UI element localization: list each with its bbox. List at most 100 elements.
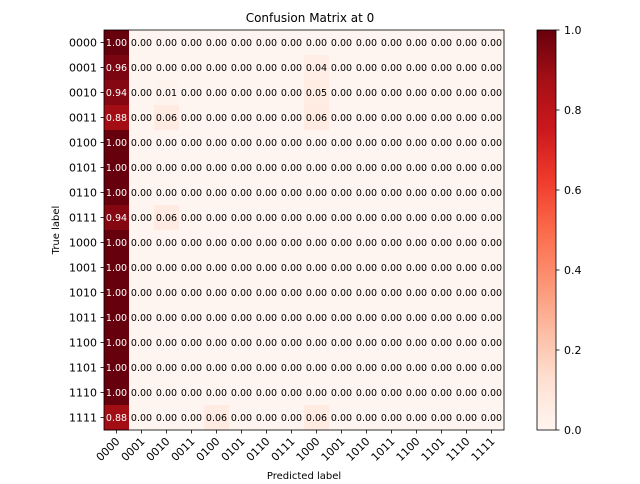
- cell-value-label: 0.00: [406, 113, 427, 124]
- heatmap-cell: [329, 130, 355, 156]
- heatmap-cell: [429, 30, 455, 56]
- heatmap-cell: [229, 180, 255, 206]
- heatmap-cell: [404, 155, 430, 181]
- heatmap-cell: [154, 55, 180, 81]
- heatmap-cell: [454, 180, 480, 206]
- x-tick-label: 0111: [269, 435, 298, 464]
- cell-value-label: 0.00: [481, 38, 502, 49]
- cell-value-label: 0.00: [231, 138, 252, 149]
- y-tick-label: 1101: [69, 362, 97, 375]
- heatmap-cell: [104, 280, 130, 306]
- heatmap-cell: [404, 330, 430, 356]
- cell-value-label: 0.00: [456, 363, 477, 374]
- heatmap-cell: [254, 255, 280, 281]
- cell-value-label: 0.00: [431, 188, 452, 199]
- heatmap-cell: [279, 30, 305, 56]
- y-tick-label: 1001: [69, 262, 97, 275]
- cell-value-label: 1.00: [106, 263, 127, 274]
- cell-value-label: 0.00: [356, 213, 377, 224]
- x-tick-labels: 0000000100100011010001010110011110001001…: [94, 430, 498, 464]
- heatmap-cell: [454, 155, 480, 181]
- y-tick-label: 0001: [69, 62, 97, 75]
- cell-value-label: 0.00: [356, 63, 377, 74]
- heatmap-cell: [404, 105, 430, 131]
- cell-value-label: 0.00: [306, 238, 327, 249]
- heatmap-cell: [379, 405, 405, 431]
- heatmap-cell: [204, 305, 230, 331]
- heatmap-cell: [429, 330, 455, 356]
- heatmap-cell: [229, 280, 255, 306]
- cell-value-label: 0.00: [331, 413, 352, 424]
- cell-value-label: 0.00: [331, 88, 352, 99]
- heatmap-cell: [479, 380, 505, 406]
- heatmap-cell: [104, 380, 130, 406]
- cell-value-label: 1.00: [106, 138, 127, 149]
- heatmap-cell: [129, 380, 155, 406]
- cell-value-label: 0.00: [406, 138, 427, 149]
- cell-value-label: 0.00: [231, 288, 252, 299]
- colorbar-tick-label: 0.2: [564, 344, 582, 357]
- cell-value-label: 0.00: [381, 238, 402, 249]
- heatmap-cell: [454, 380, 480, 406]
- cell-value-label: 0.00: [356, 188, 377, 199]
- heatmap-cell: [379, 230, 405, 256]
- heatmap-cell: [329, 55, 355, 81]
- cell-value-label: 0.00: [231, 188, 252, 199]
- heatmap-cell: [104, 55, 130, 81]
- cell-value-label: 0.00: [381, 38, 402, 49]
- cell-value-label: 0.00: [456, 38, 477, 49]
- cell-value-label: 0.00: [431, 263, 452, 274]
- cell-value-label: 0.00: [306, 188, 327, 199]
- cell-value-label: 0.00: [256, 163, 277, 174]
- heatmap-cell: [454, 330, 480, 356]
- heatmap-cell: [304, 355, 330, 381]
- heatmap-cell: [154, 105, 180, 131]
- heatmap-cell: [129, 30, 155, 56]
- cell-value-label: 0.00: [406, 63, 427, 74]
- heatmap-cell: [304, 80, 330, 106]
- heatmap-cell: [204, 155, 230, 181]
- cell-value-label: 1.00: [106, 188, 127, 199]
- heatmap-cell: [479, 55, 505, 81]
- heatmap-cell: [279, 255, 305, 281]
- cell-value-label: 0.00: [156, 138, 177, 149]
- cell-value-label: 1.00: [106, 238, 127, 249]
- heatmap-cell: [404, 380, 430, 406]
- heatmap-cell: [279, 330, 305, 356]
- heatmap-cell: [354, 355, 380, 381]
- cell-value-label: 1.00: [106, 338, 127, 349]
- heatmap-cell: [104, 405, 130, 431]
- heatmap-cell: [254, 105, 280, 131]
- cell-value-label: 0.00: [281, 413, 302, 424]
- heatmap-cell: [154, 80, 180, 106]
- heatmap-cell: [479, 80, 505, 106]
- heatmap-cell: [179, 355, 205, 381]
- cell-value-label: 0.00: [431, 288, 452, 299]
- cell-value-label: 0.94: [106, 88, 127, 99]
- heatmap-cell: [429, 55, 455, 81]
- cell-value-label: 0.00: [281, 338, 302, 349]
- plot-frame: [103, 29, 505, 431]
- cell-value-label: 0.00: [156, 63, 177, 74]
- heatmap-cell: [379, 255, 405, 281]
- cell-value-label: 0.00: [481, 313, 502, 324]
- cell-value-labels: 1.00 0.00 0.00 0.00 0.00 0.00 0.00 0.00 0.00 0.00…: [106, 38, 502, 424]
- heatmap-cell: [329, 355, 355, 381]
- cell-value-label: 0.00: [231, 238, 252, 249]
- cell-value-label: 0.00: [206, 263, 227, 274]
- cell-value-label: 0.06: [306, 113, 327, 124]
- heatmap-cell: [229, 30, 255, 56]
- heatmap-cell: [129, 355, 155, 381]
- heatmap-cell: [129, 180, 155, 206]
- heatmap-cell: [304, 230, 330, 256]
- cell-value-label: 0.00: [131, 113, 152, 124]
- cell-value-label: 0.00: [231, 38, 252, 49]
- cell-value-label: 0.00: [481, 213, 502, 224]
- heatmap-cell: [354, 230, 380, 256]
- heatmap-cell: [129, 155, 155, 181]
- cell-value-label: 0.00: [156, 188, 177, 199]
- heatmap-cell: [329, 255, 355, 281]
- heatmap-cell: [104, 305, 130, 331]
